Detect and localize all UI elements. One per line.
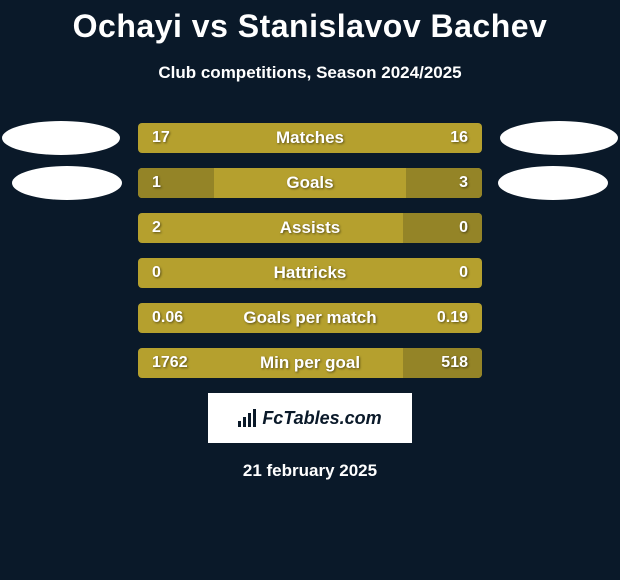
stat-row: 17 Matches 16: [0, 123, 620, 153]
footer-date: 21 february 2025: [0, 461, 620, 481]
stat-label: Min per goal: [260, 353, 360, 373]
player-oval-left: [2, 121, 120, 155]
stat-row: 2 Assists 0: [0, 213, 620, 243]
stat-value-right: 0: [459, 219, 468, 237]
stat-value-left: 1: [152, 174, 161, 192]
bars-icon: [238, 409, 256, 427]
page-title: Ochayi vs Stanislavov Bachev: [0, 0, 620, 45]
player-oval-right: [500, 121, 618, 155]
subtitle: Club competitions, Season 2024/2025: [0, 63, 620, 83]
stat-bar: 0 Hattricks 0: [138, 258, 482, 288]
stat-row: 1 Goals 3: [0, 168, 620, 198]
stat-value-left: 1762: [152, 354, 188, 372]
stat-value-right: 16: [450, 129, 468, 147]
comparison-infographic: Ochayi vs Stanislavov Bachev Club compet…: [0, 0, 620, 580]
stat-bar: 1762 Min per goal 518: [138, 348, 482, 378]
stat-value-right: 518: [441, 354, 468, 372]
stat-row: 0.06 Goals per match 0.19: [0, 303, 620, 333]
stat-label: Assists: [280, 218, 340, 238]
player-oval-left: [12, 166, 122, 200]
stat-value-right: 3: [459, 174, 468, 192]
stat-value-right: 0.19: [437, 309, 468, 327]
player-oval-right: [498, 166, 608, 200]
stat-value-left: 17: [152, 129, 170, 147]
stat-row: 0 Hattricks 0: [0, 258, 620, 288]
bar-fill-right: [403, 213, 482, 243]
stat-row: 1762 Min per goal 518: [0, 348, 620, 378]
bar-fill-left: [138, 168, 214, 198]
footer-logo: FcTables.com: [208, 393, 412, 443]
stat-bar: 1 Goals 3: [138, 168, 482, 198]
logo-text: FcTables.com: [262, 408, 381, 429]
stat-value-left: 0: [152, 264, 161, 282]
stat-bar: 2 Assists 0: [138, 213, 482, 243]
stat-label: Matches: [276, 128, 344, 148]
stat-value-left: 2: [152, 219, 161, 237]
stats-chart: 17 Matches 16 1 Goals 3 2 Assists 0 0 Hattricks 0 0.…: [0, 123, 620, 378]
stat-label: Goals: [286, 173, 333, 193]
stat-value-right: 0: [459, 264, 468, 282]
bar-fill-right: [406, 168, 482, 198]
stat-bar: 0.06 Goals per match 0.19: [138, 303, 482, 333]
stat-bar: 17 Matches 16: [138, 123, 482, 153]
stat-label: Goals per match: [243, 308, 376, 328]
stat-value-left: 0.06: [152, 309, 183, 327]
stat-label: Hattricks: [274, 263, 347, 283]
